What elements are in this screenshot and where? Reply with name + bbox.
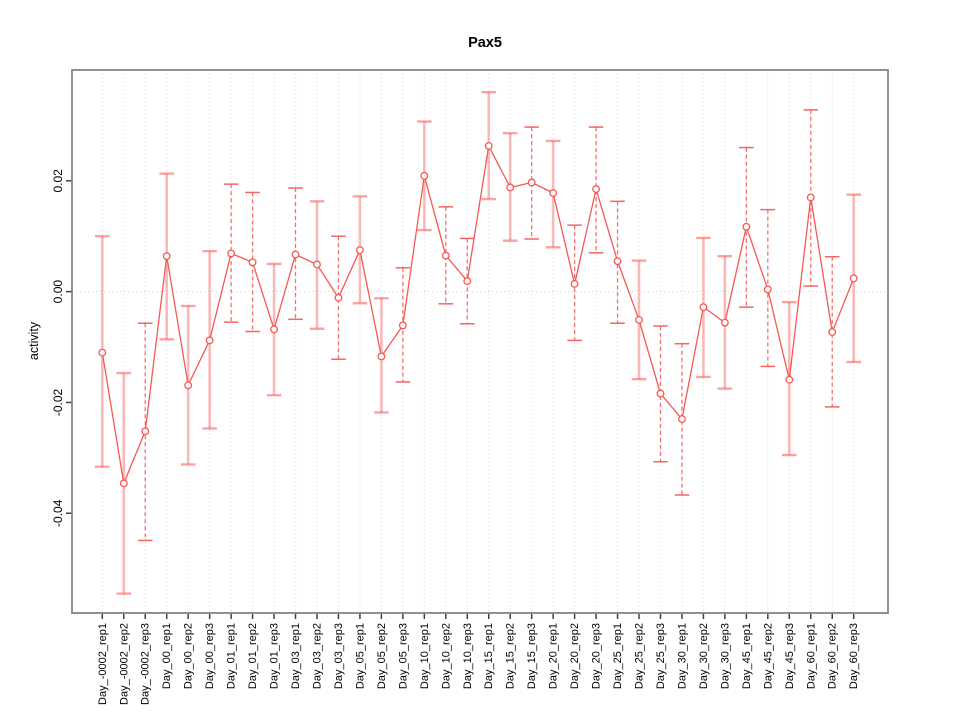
data-point <box>205 336 214 345</box>
data-point <box>334 293 343 302</box>
x-tick-label: Day_15_rep1 <box>483 623 495 689</box>
x-tick-label: Day_60_rep3 <box>848 623 860 689</box>
y-axis-label: activity <box>27 321 41 360</box>
x-tick-label: Day_-0002_rep3 <box>140 623 152 705</box>
x-tick-label: Day_05_rep2 <box>376 623 388 689</box>
x-tick-label: Day_60_rep1 <box>805 623 817 689</box>
x-tick-label: Day_20_rep1 <box>548 623 560 689</box>
plot-area: Day_-0002_rep1 Day_-0002_rep2 Day_-0002_re… <box>51 70 888 705</box>
data-point <box>377 352 386 361</box>
x-tick-label: Day_10_rep2 <box>440 623 452 689</box>
y-tick-label: 0.00 <box>51 280 65 304</box>
x-tick-label: Day_10_rep3 <box>462 623 474 689</box>
data-point <box>484 141 493 150</box>
data-point <box>141 427 150 436</box>
data-point <box>699 303 708 312</box>
x-tick-label: Day_15_rep3 <box>526 623 538 689</box>
x-tick-label: Day_45_rep2 <box>762 623 774 689</box>
data-point <box>398 321 407 330</box>
data-point <box>806 193 815 202</box>
plot-border <box>71 69 889 614</box>
data-point <box>119 479 128 488</box>
data-point <box>184 381 193 390</box>
data-point <box>506 183 515 192</box>
data-point <box>592 185 601 194</box>
x-tick-label: Day_45_rep1 <box>741 623 753 689</box>
data-point <box>549 189 558 197</box>
x-tick-label: Day_30_rep3 <box>719 623 731 689</box>
x-tick-label: Day_30_rep2 <box>698 623 710 689</box>
x-tick-label: Day_01_rep1 <box>226 623 238 689</box>
data-point <box>742 222 751 231</box>
data-point <box>828 328 837 337</box>
x-tick-label: Day_25_rep1 <box>612 623 624 689</box>
y-tick-label: -0.04 <box>51 499 65 527</box>
data-point <box>162 252 171 261</box>
series-line <box>101 143 855 486</box>
chart-title: Pax5 <box>468 35 502 51</box>
y-tick-label: 0.02 <box>51 169 65 193</box>
x-tick-label: Day_60_rep2 <box>827 623 839 689</box>
x-tick-label: Day_-0002_rep1 <box>97 623 109 705</box>
data-point <box>849 274 858 283</box>
data-point <box>613 257 622 266</box>
x-tick-label: Day_30_rep1 <box>676 623 688 689</box>
x-tick-label: Day_25_rep3 <box>655 623 667 689</box>
x-tick-label: Day_10_rep1 <box>419 623 431 689</box>
data-point <box>420 171 429 180</box>
x-tick-label: Day_25_rep2 <box>634 623 646 689</box>
x-tick-label: Day_03_rep2 <box>311 623 323 689</box>
data-point <box>463 277 472 286</box>
x-tick-label: Day_00_rep1 <box>161 623 173 689</box>
x-tick-label: Day_05_rep1 <box>354 623 366 689</box>
data-point <box>656 389 665 398</box>
data-point <box>785 375 794 384</box>
data-point <box>227 249 236 258</box>
data-point <box>355 246 364 255</box>
x-tick-label: Day_01_rep3 <box>269 623 281 689</box>
x-tick-label: Day_15_rep2 <box>505 623 517 689</box>
x-tick-label: Day_05_rep3 <box>397 623 409 689</box>
x-tick-label: Day_45_rep3 <box>784 623 796 689</box>
data-point <box>570 279 579 288</box>
data-point <box>720 318 729 327</box>
y-tick-label: -0.02 <box>51 388 65 416</box>
data-point <box>313 260 321 269</box>
data-point <box>270 325 278 334</box>
data-point <box>678 415 686 424</box>
data-point <box>527 178 536 187</box>
x-tick-label: Day_20_rep2 <box>569 623 581 689</box>
x-tick-label: Day_03_rep3 <box>333 623 345 689</box>
x-tick-label: Day_00_rep3 <box>204 623 216 689</box>
data-point <box>291 250 300 259</box>
data-point <box>635 315 643 324</box>
data-point <box>248 258 257 267</box>
x-tick-label: Day_01_rep2 <box>247 623 259 689</box>
x-tick-label: Day_20_rep3 <box>591 623 603 689</box>
data-point <box>763 285 772 294</box>
x-tick-label: Day_00_rep2 <box>183 623 195 689</box>
data-point <box>441 251 450 260</box>
data-point <box>98 348 107 357</box>
x-tick-label: Day_03_rep1 <box>290 623 302 689</box>
x-tick-label: Day_-0002_rep2 <box>118 623 130 705</box>
